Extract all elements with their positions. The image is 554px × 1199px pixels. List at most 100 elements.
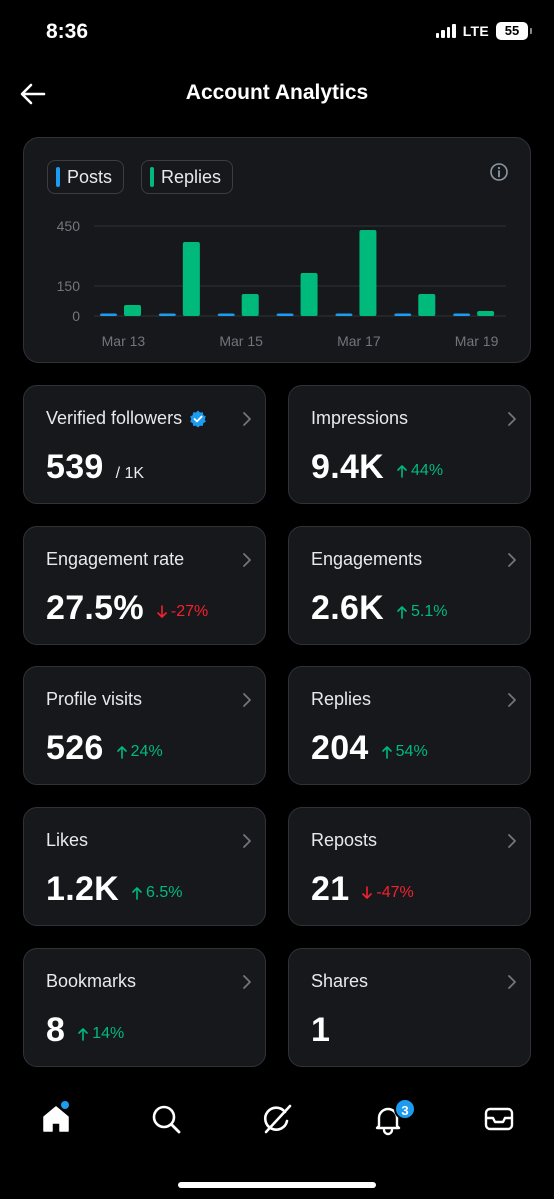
status-bar: 8:36 LTE 55 <box>0 0 554 64</box>
signal-icon <box>435 24 456 38</box>
stat-change-value: 5.1% <box>411 603 448 620</box>
posts-bar[interactable] <box>335 313 353 317</box>
info-icon <box>490 163 508 181</box>
stat-label-row: Engagement rate <box>46 549 184 570</box>
arrow-down-icon <box>362 886 373 899</box>
posts-bar[interactable] <box>453 313 471 317</box>
replies-bar[interactable] <box>182 242 200 316</box>
stat-value-row: 2.6K 5.1% <box>311 589 448 628</box>
stat-label: Shares <box>311 971 369 991</box>
posts-bar[interactable] <box>394 313 412 317</box>
chevron-right-icon <box>508 693 516 707</box>
verified-badge-icon <box>190 410 206 427</box>
x-tick-label: Mar 15 <box>219 333 263 349</box>
y-tick-label: 0 <box>72 308 80 324</box>
tab-home[interactable] <box>39 1102 73 1136</box>
stat-card[interactable]: Engagement rate 27.5% -27% <box>23 526 266 645</box>
replies-bar[interactable] <box>300 273 318 316</box>
legend-replies[interactable]: Replies <box>141 160 234 194</box>
stat-label: Engagement rate <box>46 549 185 569</box>
tab-grok[interactable] <box>260 1102 294 1136</box>
stat-change: 44% <box>396 462 443 480</box>
stat-change: 6.5% <box>131 884 183 902</box>
notifications-icon <box>375 1107 401 1136</box>
stat-label-row: Verified followers <box>46 408 207 429</box>
stat-value: 1 <box>311 1011 331 1049</box>
stat-label: Reposts <box>311 830 378 850</box>
stat-value: 204 <box>311 729 369 767</box>
grok-icon <box>263 1104 292 1134</box>
stat-card[interactable]: Likes 1.2K 6.5% <box>23 807 266 926</box>
stat-card[interactable]: Impressions 9.4K 44% <box>288 385 531 504</box>
legend-posts[interactable]: Posts <box>47 160 125 194</box>
posts-bar[interactable] <box>158 313 176 317</box>
stat-label: Impressions <box>311 408 409 428</box>
chevron-right-icon <box>243 975 251 989</box>
posts-bar[interactable] <box>217 313 235 317</box>
stat-card[interactable]: Verified followers 539 / 1K <box>23 385 266 504</box>
stat-value: 21 <box>311 870 350 908</box>
home-unread-dot <box>61 1101 69 1109</box>
stat-label-row: Replies <box>311 689 371 710</box>
search-icon <box>152 1105 181 1134</box>
y-tick-label: 450 <box>57 218 81 234</box>
stat-label: Replies <box>311 689 372 709</box>
status-time: 8:36 <box>46 20 89 43</box>
tab-notifications[interactable] <box>371 1102 405 1136</box>
stat-change: -47% <box>361 884 414 902</box>
arrow-up-icon <box>381 746 392 759</box>
stat-card[interactable]: Profile visits 526 24% <box>23 666 266 785</box>
stat-value-row: 526 24% <box>46 729 163 768</box>
stat-suffix: / 1K <box>115 465 145 482</box>
stat-change-value: -47% <box>376 884 414 901</box>
stat-change-value: 6.5% <box>146 884 183 901</box>
stat-label-row: Profile visits <box>46 689 142 710</box>
replies-bar[interactable] <box>241 294 259 316</box>
replies-bar[interactable] <box>124 305 141 316</box>
stat-card[interactable]: Bookmarks 8 14% <box>23 948 266 1067</box>
arrow-up-icon <box>78 1028 89 1041</box>
y-tick-label: 150 <box>57 278 81 294</box>
stat-card[interactable]: Shares 1 <box>288 948 531 1067</box>
stat-label: Profile visits <box>46 689 143 709</box>
stat-value-row: 27.5% -27% <box>46 589 208 628</box>
chevron-right-icon <box>508 553 516 567</box>
arrow-up-icon <box>397 606 407 619</box>
stat-label-row: Impressions <box>311 408 408 429</box>
back-button[interactable] <box>18 80 48 108</box>
stat-change: -27% <box>156 603 208 621</box>
tab-bar <box>0 1090 554 1150</box>
tab-search[interactable] <box>149 1102 183 1136</box>
stat-card[interactable]: Reposts 21 -47% <box>288 807 531 926</box>
stat-card[interactable]: Engagements 2.6K 5.1% <box>288 526 531 645</box>
stat-value-row: 204 54% <box>311 729 428 768</box>
posts-bar[interactable] <box>276 313 294 317</box>
info-button[interactable] <box>489 162 509 182</box>
stat-value: 539 <box>46 448 104 486</box>
battery-level: 55 <box>504 23 520 38</box>
arrow-up-icon <box>132 887 142 900</box>
replies-bar[interactable] <box>477 311 495 316</box>
page-title: Account Analytics <box>185 81 369 104</box>
x-tick-label: Mar 13 <box>102 333 146 349</box>
tab-messages[interactable] <box>482 1102 516 1136</box>
stat-label-row: Reposts <box>311 830 377 851</box>
home-icon <box>43 1106 69 1132</box>
stat-change-value: 24% <box>130 743 163 760</box>
replies-bar[interactable] <box>359 230 377 316</box>
arrow-left-icon <box>20 83 46 105</box>
x-tick-label: Mar 19 <box>455 333 499 349</box>
replies-bar[interactable] <box>418 294 436 316</box>
home-indicator <box>178 1182 376 1188</box>
stat-value: 2.6K <box>311 589 385 627</box>
arrow-up-icon <box>116 746 127 759</box>
arrow-up-icon <box>397 465 407 478</box>
chevron-right-icon <box>508 975 516 989</box>
posts-bar[interactable] <box>100 313 117 317</box>
stat-card[interactable]: Replies 204 54% <box>288 666 531 785</box>
stat-value-row: 9.4K 44% <box>311 448 443 487</box>
stat-change-value: -27% <box>170 603 209 620</box>
stat-label-row: Bookmarks <box>46 971 136 992</box>
posts-swatch <box>56 167 60 187</box>
legend-posts-label: Posts <box>67 166 113 187</box>
